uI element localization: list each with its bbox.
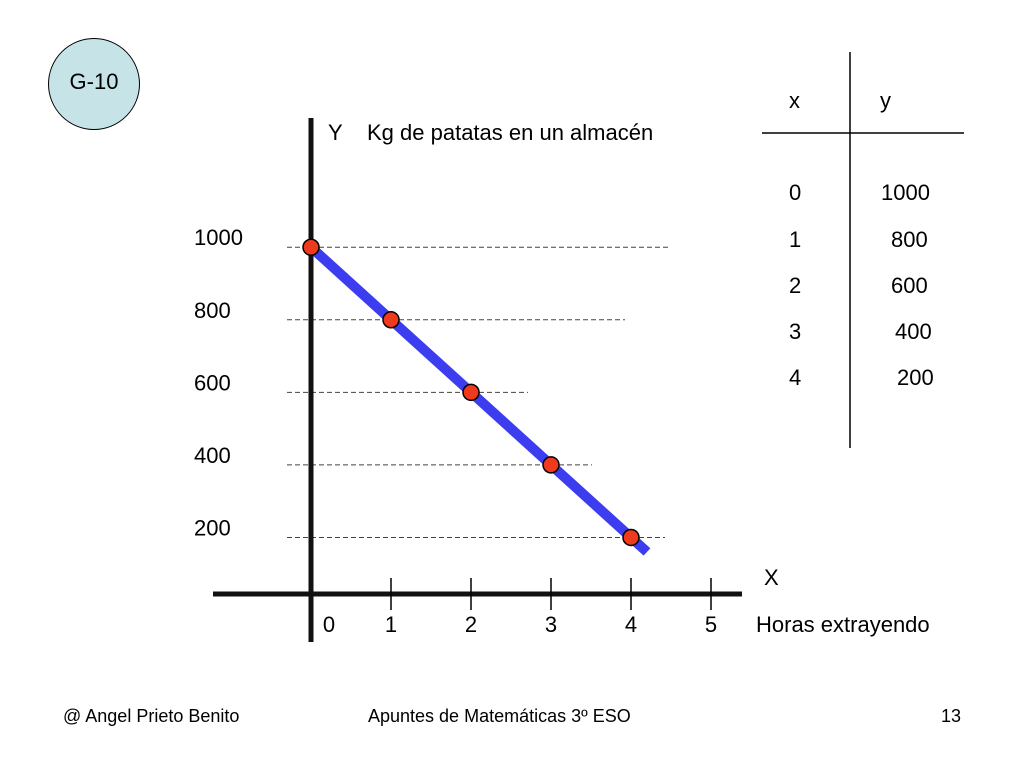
table-cell-y: 1000	[881, 180, 930, 205]
x-tick-label: 5	[705, 612, 717, 637]
table-cell-x: 3	[789, 319, 802, 344]
data-point	[542, 456, 560, 474]
y-axis-title: Kg de patatas en un almacén	[367, 120, 653, 145]
x-tick-label: 1	[385, 612, 397, 637]
x-tick-label: 4	[625, 612, 637, 637]
table-cell-x: 2	[789, 273, 802, 298]
footer-page-number: 13	[941, 706, 962, 726]
y-tick-label: 400	[194, 443, 231, 468]
data-point	[462, 383, 480, 402]
y-axis-letter: Y	[328, 120, 343, 145]
x-axis-title: Horas extrayendo	[756, 612, 930, 637]
y-tick-label: 200	[194, 515, 231, 540]
x-axis-letter: X	[764, 565, 779, 590]
table-header-y: y	[880, 88, 891, 113]
x-tick-label: 2	[465, 612, 477, 637]
series-line	[307, 243, 651, 556]
badge-label: G-10	[69, 69, 119, 94]
slide-badge: G-10	[48, 38, 140, 130]
data-point	[622, 528, 640, 547]
table-cell-x: 1	[789, 227, 802, 252]
x-tick-label: 3	[545, 612, 557, 637]
y-tick-label: 800	[194, 298, 231, 323]
y-tick-label: 600	[194, 370, 231, 395]
footer-course: Apuntes de Matemáticas 3º ESO	[368, 706, 631, 726]
x-tick-label: 0	[323, 612, 335, 637]
table-cell-y: 600	[891, 273, 928, 298]
table-cell-y: 200	[897, 365, 934, 390]
value-table	[762, 52, 964, 448]
table-header-x: x	[789, 88, 800, 113]
table-cell-y: 800	[891, 227, 928, 252]
data-point	[302, 238, 320, 256]
y-tick-label: 1000	[194, 225, 243, 250]
data-point	[382, 311, 400, 329]
table-cell-y: 400	[895, 319, 932, 344]
table-cell-x: 4	[789, 365, 802, 390]
table-cell-x: 0	[789, 180, 802, 205]
footer-author: @ Angel Prieto Benito	[63, 706, 240, 726]
